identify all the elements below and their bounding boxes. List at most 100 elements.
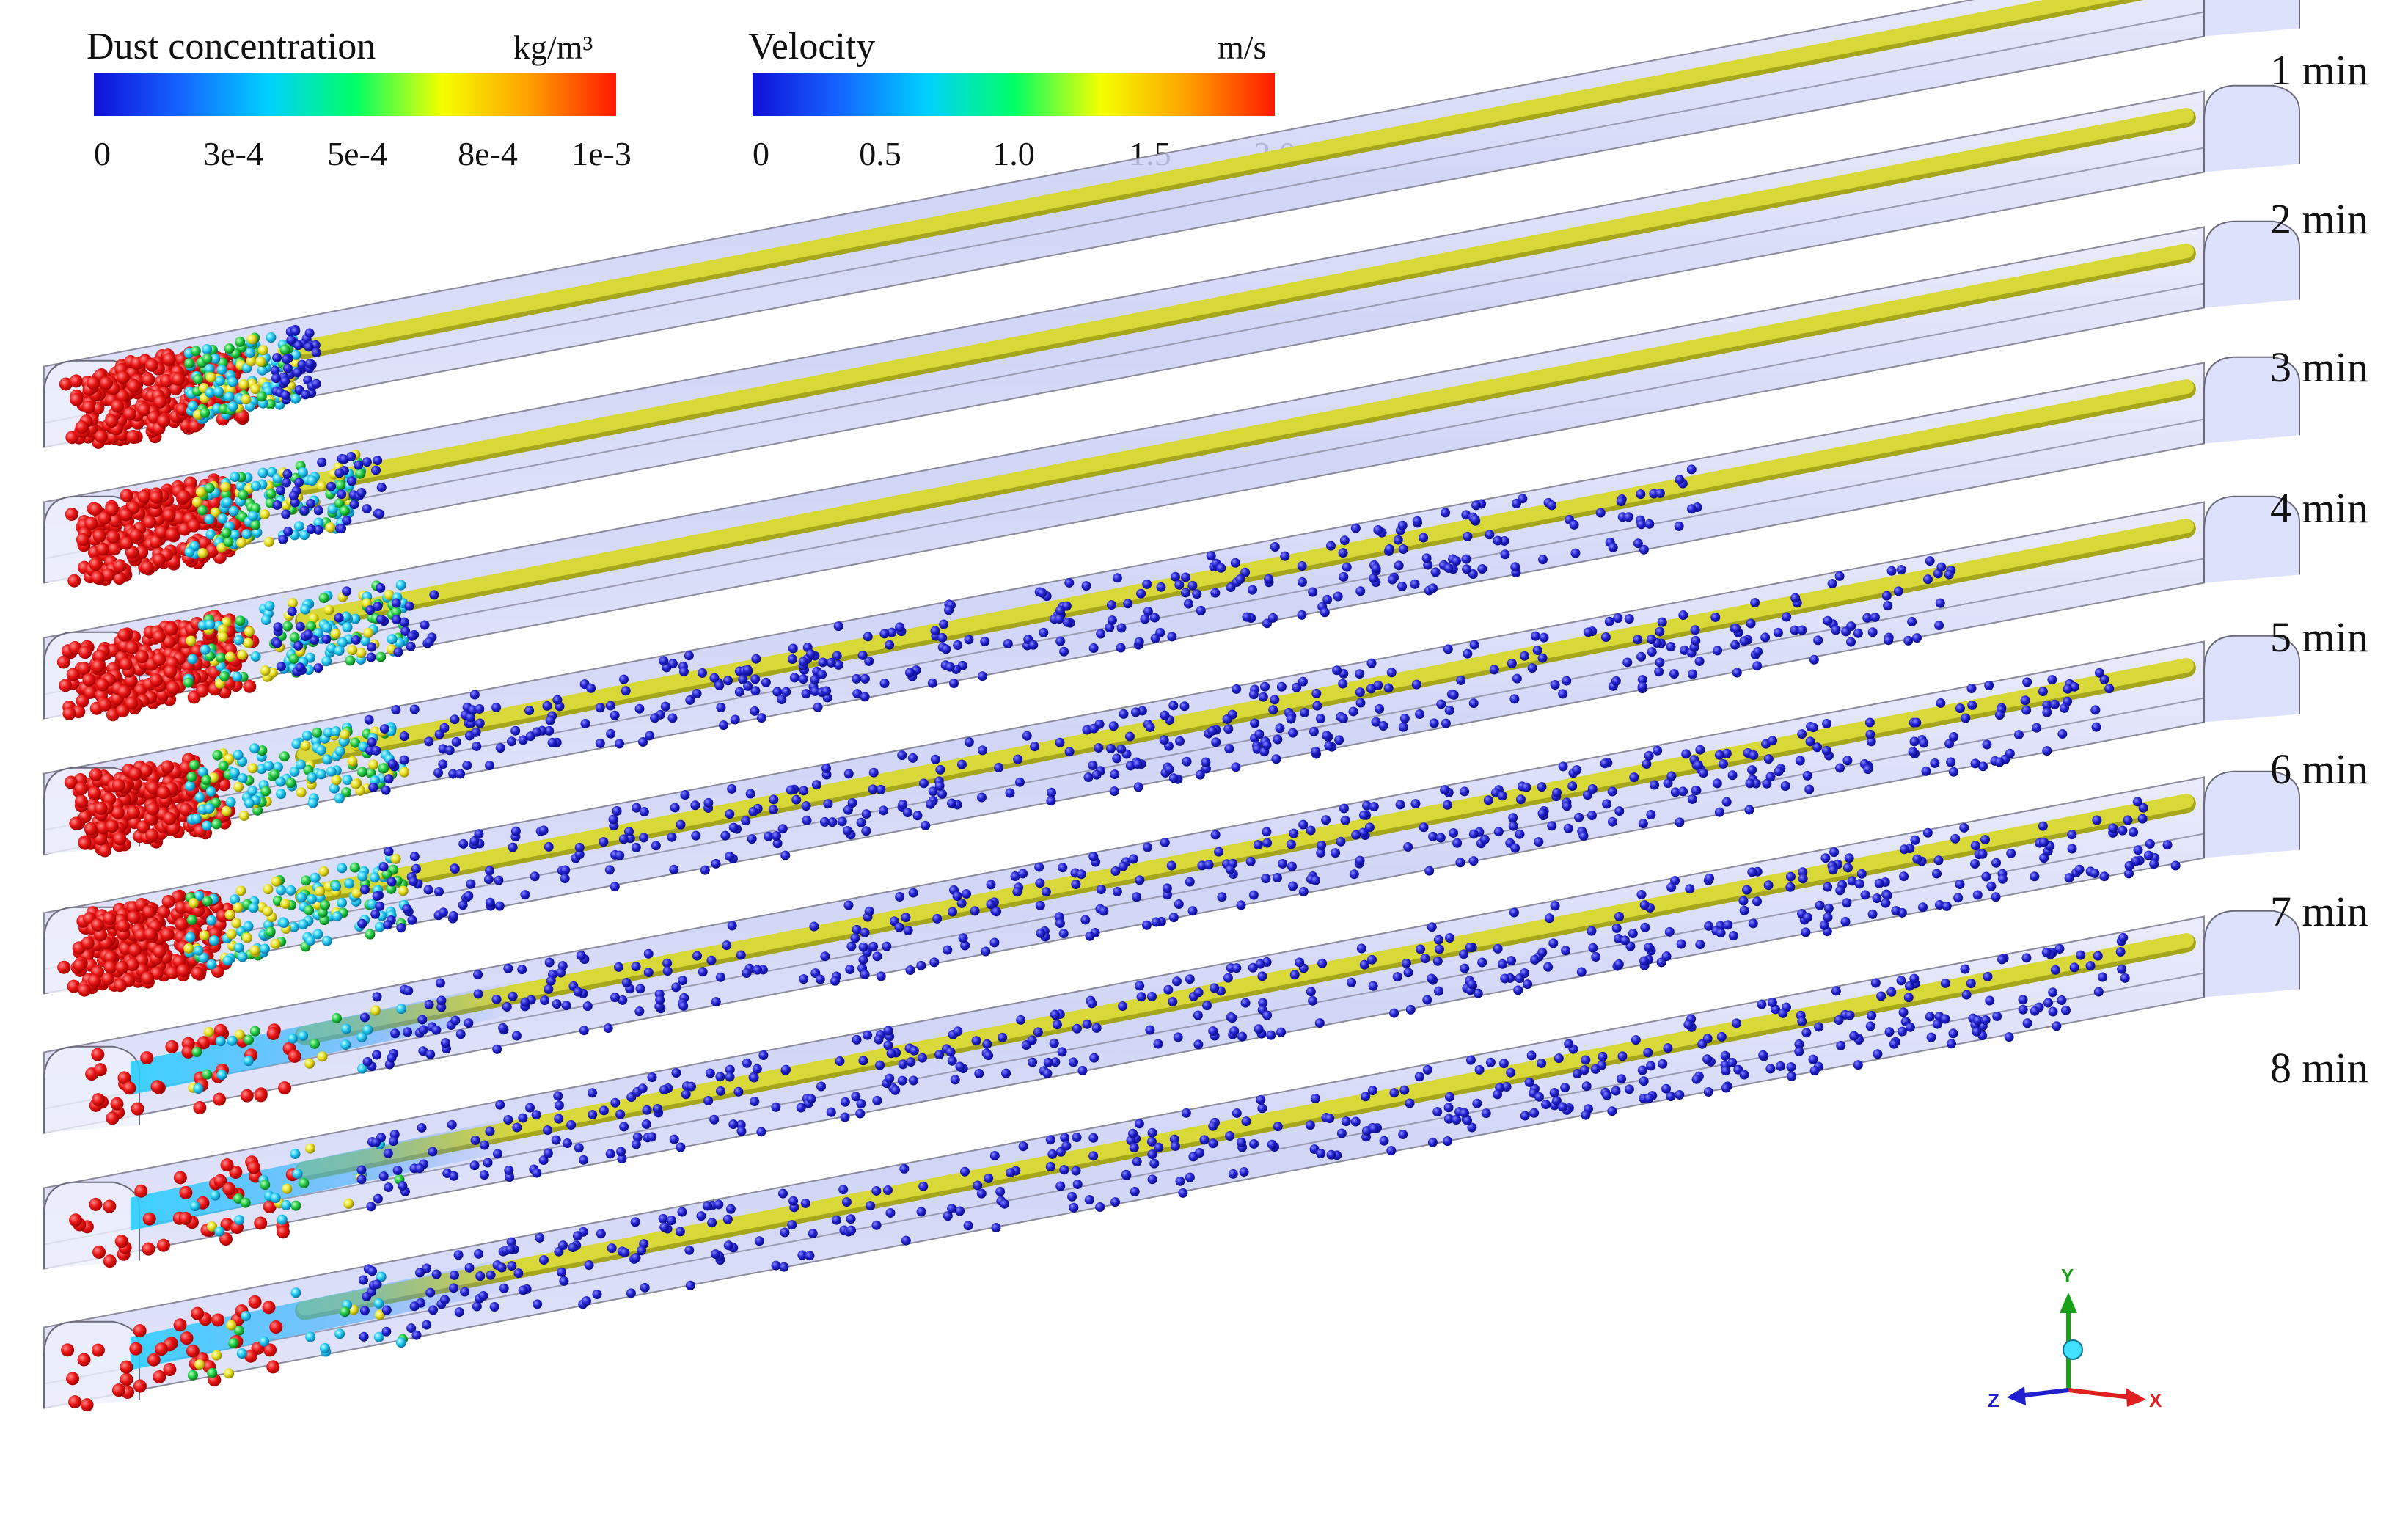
dust-particle [236,1348,247,1359]
dust-particle [1054,614,1064,624]
dust-particle [1537,653,1548,663]
dust-particle [1170,1141,1180,1151]
dust-particle [1554,1053,1564,1064]
dust-particle [390,853,401,864]
dust-particle [1112,886,1122,896]
dust-particle [953,640,963,650]
dust-particle [195,684,209,698]
dust-particle [1271,754,1281,764]
dust-particle [111,1383,125,1397]
dust-particle [1587,811,1597,821]
dust-particle [235,480,246,491]
dust-particle [318,866,329,877]
dust-particle [376,482,387,492]
dust-particle [153,945,166,959]
dust-particle [1797,729,1807,739]
dust-particle [946,798,956,808]
dust-particle [1940,978,1950,988]
dust-particle [1611,1086,1621,1096]
dust-particle [270,1193,281,1204]
dust-particle [117,1071,131,1085]
dust-particle [897,1075,907,1086]
dust-particle [1866,736,1876,747]
dust-particle [315,769,326,780]
dust-particle [295,759,306,770]
dust-particle [120,489,133,502]
dust-particle [1160,710,1170,720]
dust-particle [1240,998,1251,1008]
dust-particle [574,1143,584,1153]
dust-particle [240,1197,251,1208]
dust-particle [1820,853,1831,863]
dust-particle [2132,797,2142,807]
dust-particle [422,1320,432,1330]
dust-particle [89,768,103,782]
dust-particle [2133,845,2143,855]
dust-particle [1257,971,1267,981]
dust-particle [553,1091,563,1101]
tunnel-6 [43,635,2300,1134]
dust-particle [781,687,791,697]
dust-particle [460,1287,470,1297]
dust-particle [1227,1013,1237,1023]
dust-particle [149,535,163,549]
dust-particle [1602,1090,1612,1100]
dust-particle [76,533,89,546]
dust-particle [1886,987,1897,997]
dust-particle [1371,563,1381,574]
dust-particle [1732,668,1742,678]
tunnel-1 [43,0,2300,449]
dust-particle [301,730,312,741]
dust-particle [1744,805,1754,815]
dust-particle [1650,780,1660,790]
dust-particle [147,1353,161,1367]
dust-particle [213,1174,227,1188]
dust-particle [262,906,273,917]
dust-particle [1278,858,1288,869]
dust-particle [906,1057,916,1067]
dust-particle [1239,1167,1249,1177]
dust-particle [75,420,89,434]
dust-colorbar: Dust concentration kg/m³ 0 3e-4 5e-4 8e-4 1e… [87,26,632,172]
dust-particle [1636,890,1647,900]
dust-particle [78,836,92,850]
dust-particle [360,635,371,646]
dust-particle [1110,866,1121,876]
dust-particle [1034,862,1044,872]
dust-particle [1237,1031,1247,1042]
dust-particle [1797,625,1807,635]
dust-particle [1088,643,1099,654]
dust-particle [1936,698,1946,708]
dust-particle [1311,746,1321,756]
dust-particle [1653,745,1663,756]
dust-particle [1195,770,1205,780]
dust-particle [1663,1043,1673,1053]
dust-particle [908,1075,918,1086]
dust-particle [212,750,223,761]
dust-particle [1116,744,1127,754]
dust-particle [1132,1157,1142,1167]
dust-particle [106,643,120,657]
dust-particle [142,1212,156,1226]
dust-particle [248,1295,262,1309]
dust-particle [518,1285,528,1295]
dust-particle [1084,1195,1094,1205]
dust-particle [638,737,648,747]
dust-particle [362,1291,372,1301]
dust-particle [2021,953,2032,963]
dust-particle [1045,1162,1055,1172]
dust-particle [1497,791,1507,801]
dust-particle [1225,864,1235,874]
dust-particle [1982,739,1992,750]
dust-particle [1333,591,1343,602]
dust-particle [1685,884,1695,894]
dust-particle [1658,1059,1668,1069]
dust-particle [191,1306,205,1320]
dust-particle [447,1119,457,1130]
ventilation-pipe [297,519,2194,902]
dust-particle [349,862,360,873]
dust-particle [424,637,434,647]
dust-particle [216,1070,227,1081]
dust-particle [1013,754,1023,764]
dust-particle [811,780,821,790]
